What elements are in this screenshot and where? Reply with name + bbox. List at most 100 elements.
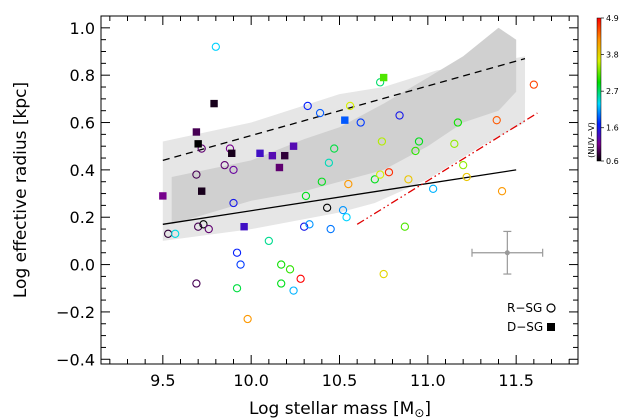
y-tick-label: 1.0 [70,19,95,38]
point-rsg [453,118,463,127]
point-rsg [236,260,245,269]
y-tick-label: 0.8 [70,66,95,85]
x-axis-title-text: Log stellar mass [M [249,399,414,419]
fit-line-dashed [162,57,526,162]
x-axis-title-subscript: ⊙ [414,406,424,419]
point-rsg [204,224,213,234]
point-rsg [492,116,501,125]
x-tick-label: 9.5 [150,371,175,390]
colorbar-tick-label: 3.8 [606,51,619,60]
point-rsg [322,203,332,212]
y-axis-title: Log effective radius [kpc] [11,82,31,298]
point-rsg [404,175,413,184]
y-tick-label: 0.0 [70,256,95,275]
point-rsg [192,279,201,288]
point-dsg [192,128,201,136]
point-rsg [497,187,507,196]
fit-lines [162,57,538,225]
point-rsg [317,177,326,186]
band-dark [171,27,517,225]
point-rsg [301,191,311,201]
point-rsg [330,144,339,153]
point-rsg [315,108,325,118]
point-rsg [285,265,295,274]
x-axis-title-close: ] [424,399,431,419]
point-rsg [264,236,273,246]
point-rsg [289,286,298,295]
y-tick-label: −0.4 [56,350,95,369]
point-rsg [342,213,351,222]
colorbar-tick-label: 4.9 [606,14,619,23]
legend-label-rsg: R−SG [507,301,542,315]
data-points [159,42,538,324]
point-rsg [324,158,334,167]
point-rsg [326,224,335,234]
point-rsg [192,170,201,179]
point-dsg [194,140,202,148]
x-axis-title: Log stellar mass [M⊙] [249,399,431,419]
x-tick-label: 10.0 [233,371,269,390]
point-rsg [344,179,353,189]
point-rsg [305,220,314,229]
y-tick-label: 0.2 [70,208,95,227]
colorbar-tick-label: 1.6 [606,124,619,133]
point-rsg [338,205,348,215]
point-rsg [450,139,459,148]
point-rsg [194,222,203,231]
point-rsg [356,118,365,127]
error-bar-center [504,250,510,256]
axis-ticks: 9.5 10.0 10.5 11.0 11.5 −0.4 −0.2 0.0 0.2 0.4 0.6 0… [56,16,578,390]
x-tick-label: 10.5 [322,371,358,390]
x-tick-label: 11.0 [410,371,446,390]
point-rsg [529,80,538,89]
point-dsg [268,151,277,160]
point-rsg [277,279,286,288]
colorbar-gradient [596,17,602,162]
point-dsg [281,151,289,160]
point-rsg [171,229,180,238]
point-dsg [159,192,167,200]
point-rsg [377,137,387,146]
colorbar: (NUV−V) 0.6 1.6 2.7 3.8 4.9 [587,14,619,166]
point-rsg [375,170,385,179]
point-dsg [256,149,264,158]
point-rsg [395,111,404,120]
point-dsg [379,73,388,82]
point-dsg [210,99,218,108]
point-dsg [198,187,206,195]
fit-line-dash-dot-dot [356,112,538,225]
point-dsg [341,116,349,124]
legend-marker-dsg [547,323,555,331]
fit-line-solid [162,169,517,225]
point-rsg [400,222,410,231]
colorbar-title: (NUV−V) [587,122,596,158]
y-tick-label: −0.2 [56,303,95,322]
point-dsg [289,142,298,150]
point-rsg [384,168,394,177]
point-rsg [199,220,208,229]
point-rsg [232,248,242,257]
typical-error-bar [471,230,544,275]
colorbar-tick-label: 2.7 [606,87,619,96]
point-rsg [428,184,438,193]
point-rsg [296,274,305,283]
point-rsg [370,175,379,184]
legend-label-dsg: D−SG [507,320,543,334]
point-rsg [459,160,468,170]
point-rsg [300,222,309,231]
point-rsg [229,198,238,208]
point-rsg [462,172,471,182]
legend: R−SG D−SG [507,301,556,334]
point-rsg [220,160,229,170]
point-rsg [243,314,252,324]
confidence-bands [162,27,526,241]
point-rsg [277,260,286,269]
point-rsg [414,137,424,146]
point-rsg [211,42,220,51]
point-rsg [345,101,355,111]
x-tick-label: 11.5 [498,371,534,390]
colorbar-tick-label: 0.6 [606,157,619,166]
point-dsg [240,222,248,231]
y-tick-label: 0.4 [70,161,95,180]
